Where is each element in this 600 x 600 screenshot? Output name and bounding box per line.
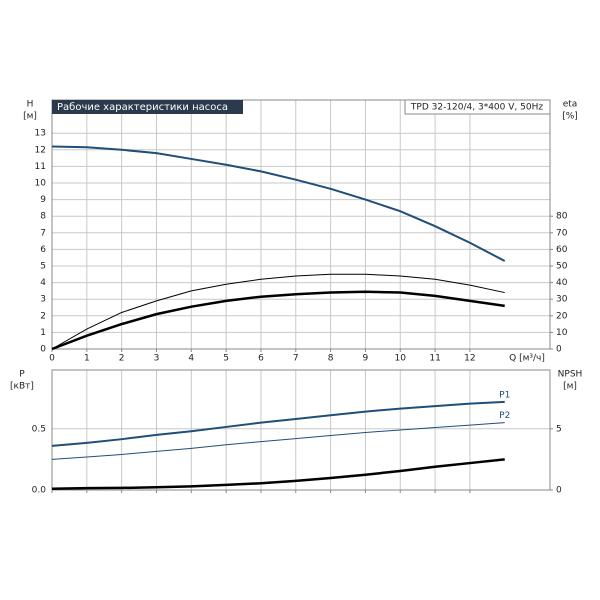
x-tick-label: 8 <box>328 354 334 364</box>
x-tick-label: 0 <box>49 354 55 364</box>
y-tick-label: 4 <box>40 278 46 288</box>
x-tick-label: 9 <box>363 354 369 364</box>
bottom-frame <box>51 369 551 491</box>
y2-tick-label: 50 <box>556 262 568 272</box>
y-tick-label: 12 <box>35 145 46 155</box>
y2-tick-label: 40 <box>556 278 568 288</box>
y2-label: NPSH <box>558 370 583 380</box>
y2-label: eta <box>563 100 578 110</box>
series-label: P1 <box>499 390 510 400</box>
y-tick-label: 7 <box>40 228 46 238</box>
y-tick-label: 1 <box>40 328 46 338</box>
top-frame <box>51 99 551 350</box>
y-label: P <box>19 370 25 380</box>
y-tick-label: 2 <box>40 311 46 321</box>
y-tick-label: 0.5 <box>32 424 46 434</box>
y2-tick-label: 30 <box>556 295 568 305</box>
x-tick-label: 4 <box>188 354 194 364</box>
subtitle-box <box>404 99 551 115</box>
x-tick-label: 11 <box>429 354 440 364</box>
y-label: H <box>27 100 34 110</box>
y-tick-label: 8 <box>40 212 46 222</box>
y-unit: [м] <box>23 112 37 122</box>
series-line <box>51 290 505 351</box>
y-tick-label: 0 <box>40 345 46 355</box>
y2-tick-label: 5 <box>556 424 562 434</box>
y2-tick-label: 10 <box>556 328 568 338</box>
series-line <box>51 145 506 262</box>
series-line <box>51 400 505 447</box>
chart-subtitle: TPD 32-120/4, 3*400 V, 50Hz <box>410 103 543 113</box>
series-line <box>51 458 505 491</box>
y2-tick-label: 60 <box>556 245 568 255</box>
x-label: Q [м³/ч] <box>509 354 545 364</box>
y2-unit: [%] <box>562 112 578 122</box>
y-tick-label: 11 <box>35 162 46 172</box>
y-tick-label: 3 <box>40 295 46 305</box>
y2-tick-label: 0 <box>556 486 562 496</box>
x-tick-label: 6 <box>258 354 264 364</box>
y-tick-label: 9 <box>40 195 46 205</box>
y-tick-label: 5 <box>40 262 46 272</box>
y-tick-label: 0.0 <box>32 486 47 496</box>
chart-title: Рабочие характеристики насоса <box>57 102 228 113</box>
x-tick-label: 1 <box>84 354 90 364</box>
x-tick-label: 3 <box>154 354 160 364</box>
x-tick-label: 5 <box>223 354 229 364</box>
x-tick-label: 7 <box>293 354 299 364</box>
series-line <box>51 422 505 460</box>
series-label: P2 <box>499 411 510 421</box>
y-unit: [кВт] <box>10 382 34 392</box>
y2-tick-label: 70 <box>556 228 568 238</box>
y2-tick-label: 0 <box>556 345 562 355</box>
y2-tick-label: 20 <box>556 311 568 321</box>
title-box <box>52 100 243 114</box>
y-tick-label: 6 <box>40 245 46 255</box>
y-tick-label: 13 <box>35 129 46 139</box>
series-line <box>51 273 505 350</box>
x-tick-label: 10 <box>395 354 407 364</box>
y2-tick-label: 80 <box>556 212 568 222</box>
y-tick-label: 10 <box>35 179 47 189</box>
y2-unit: [м] <box>563 382 577 392</box>
x-tick-label: 12 <box>464 354 475 364</box>
x-tick-label: 2 <box>119 354 125 364</box>
